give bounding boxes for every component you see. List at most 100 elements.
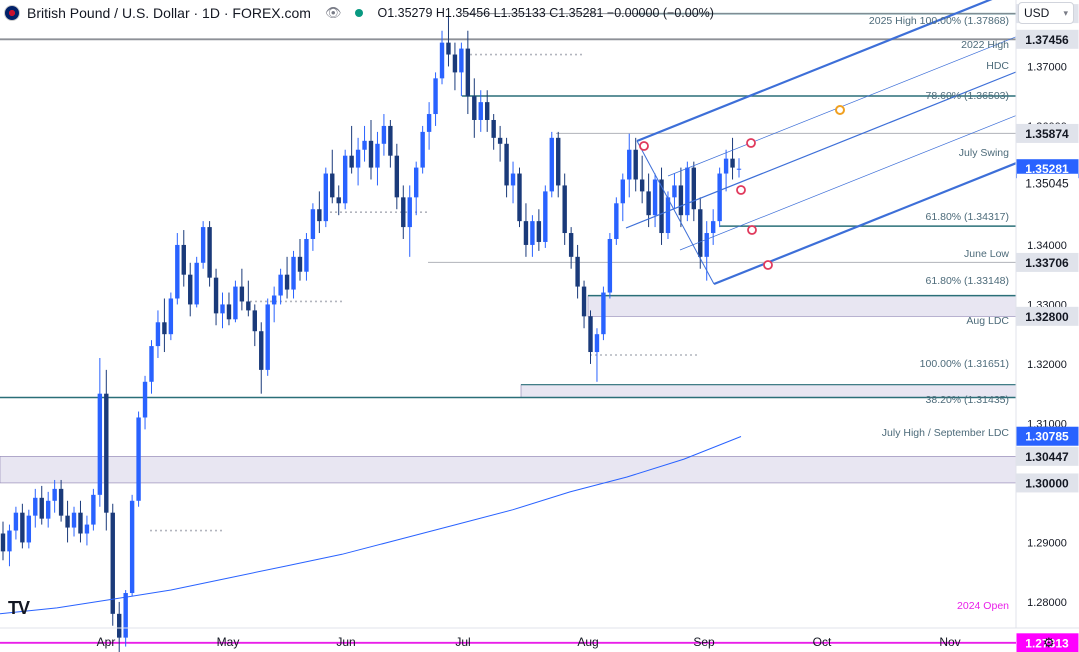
- annotation-label: 2025 High 100.00% (1.37868): [869, 15, 1009, 27]
- candle-body: [52, 488, 57, 501]
- candle-body: [97, 393, 103, 495]
- change-value: −0.00000 (−0.00%): [606, 6, 714, 20]
- time-axis-tick: May: [217, 635, 240, 649]
- gear-icon[interactable]: ⚙: [1043, 635, 1055, 650]
- candle-body: [388, 125, 393, 156]
- candle-body: [13, 512, 19, 531]
- channel-lower-line: [713, 162, 1017, 286]
- candle-body: [652, 179, 658, 216]
- candle-body: [317, 209, 322, 222]
- annotation-label: 78.60% (1.36503): [926, 90, 1009, 102]
- support-zone: [587, 295, 1017, 317]
- symbol-title[interactable]: British Pound / U.S. Dollar · 1D · FOREX…: [27, 5, 311, 21]
- time-axis-tick: Aug: [577, 635, 598, 649]
- candle-body: [439, 42, 445, 79]
- candle-body: [155, 322, 161, 347]
- price-label: 1.33706: [1025, 256, 1069, 270]
- candle-body: [336, 197, 341, 204]
- candle-body: [646, 191, 651, 216]
- price-label: 1.30785: [1025, 430, 1069, 444]
- target-marker: [835, 105, 845, 115]
- candle-body: [129, 500, 135, 594]
- candle-body: [465, 48, 471, 97]
- candle-body: [620, 179, 625, 204]
- candle-body: [252, 310, 257, 332]
- candle-body: [665, 197, 671, 234]
- support-zone: [0, 456, 1017, 484]
- candle-body: [394, 155, 400, 198]
- candle-body: [259, 331, 264, 370]
- candle-body: [581, 286, 587, 317]
- candle-body: [504, 143, 509, 186]
- chart-header: British Pound / U.S. Dollar · 1D · FOREX…: [0, 0, 714, 26]
- price-label: 1.37456: [1025, 33, 1069, 47]
- annotation-label: July High / September LDC: [882, 427, 1010, 439]
- annotation-label: 38.20% (1.31435): [926, 394, 1009, 406]
- candle-body: [149, 346, 154, 382]
- price-axis-tick: 1.29000: [1027, 537, 1067, 549]
- candle-body: [110, 512, 115, 614]
- annotation-label: 61.80% (1.33148): [926, 275, 1009, 287]
- candle-body: [65, 515, 70, 528]
- touch-marker: [747, 225, 757, 235]
- candle-body: [736, 168, 742, 170]
- candle-body: [472, 96, 477, 120]
- annotation-label: 2022 High: [961, 39, 1009, 51]
- candle-body: [239, 286, 245, 302]
- candle-body: [568, 233, 574, 257]
- candle-body: [175, 244, 180, 299]
- channel-upper-line: [636, 0, 993, 143]
- market-status-dot-icon: [355, 9, 364, 17]
- candle-body: [730, 158, 735, 168]
- candle-body: [265, 304, 270, 370]
- candle-body: [497, 137, 503, 144]
- annotation-label: 2024 Open: [957, 600, 1009, 612]
- candle-body: [594, 334, 600, 353]
- candle-body: [556, 137, 561, 186]
- open-value: O1.35279: [377, 6, 433, 20]
- candle-body: [168, 298, 174, 335]
- currency-selector[interactable]: USD ▾: [1018, 2, 1074, 24]
- touch-marker: [736, 185, 746, 195]
- candle-body: [297, 256, 303, 272]
- candle-body: [607, 238, 613, 293]
- channel-median-line: [625, 71, 1017, 229]
- candle-body: [162, 322, 167, 335]
- candle-body: [678, 185, 684, 216]
- price-label-box: [1016, 306, 1079, 326]
- touch-marker: [746, 138, 756, 148]
- candle-body: [368, 140, 374, 168]
- tradingview-logo[interactable]: TV: [8, 598, 30, 618]
- time-axis-tick: Nov: [939, 635, 960, 649]
- candle-body: [181, 244, 186, 275]
- close-value: C1.35281: [549, 6, 604, 20]
- candle-body: [246, 301, 251, 311]
- candle-body: [20, 512, 25, 543]
- high-value: H1.35456: [435, 6, 491, 20]
- time-axis-tick: Apr: [97, 635, 116, 649]
- price-label: 1.27313: [1025, 636, 1069, 650]
- candle-body: [659, 179, 664, 234]
- eye-icon[interactable]: 👁: [324, 5, 342, 20]
- candle-body: [672, 185, 677, 198]
- candle-body: [491, 119, 496, 138]
- candle-body: [575, 256, 580, 287]
- price-label-box: [1016, 29, 1079, 49]
- candle-body: [446, 42, 451, 55]
- candle-body: [639, 179, 645, 192]
- time-axis-tick: Jun: [336, 635, 355, 649]
- price-label: 1.35281: [1025, 162, 1069, 176]
- price-label-box: [1016, 426, 1079, 446]
- price-axis-tick: 1.32000: [1027, 359, 1067, 371]
- candle-body: [207, 227, 212, 278]
- pitchfork-handle: [636, 140, 715, 285]
- price-label: 1.30000: [1025, 476, 1069, 490]
- candle-body: [58, 488, 64, 516]
- candle-body: [627, 149, 632, 180]
- price-label-box: [1016, 446, 1079, 466]
- ohlc-readout: O1.35279 H1.35456 L1.35133 C1.35281 −0.0…: [377, 6, 713, 20]
- candle-body: [691, 167, 697, 210]
- price-label-box: [1016, 473, 1079, 493]
- candle-body: [220, 304, 225, 314]
